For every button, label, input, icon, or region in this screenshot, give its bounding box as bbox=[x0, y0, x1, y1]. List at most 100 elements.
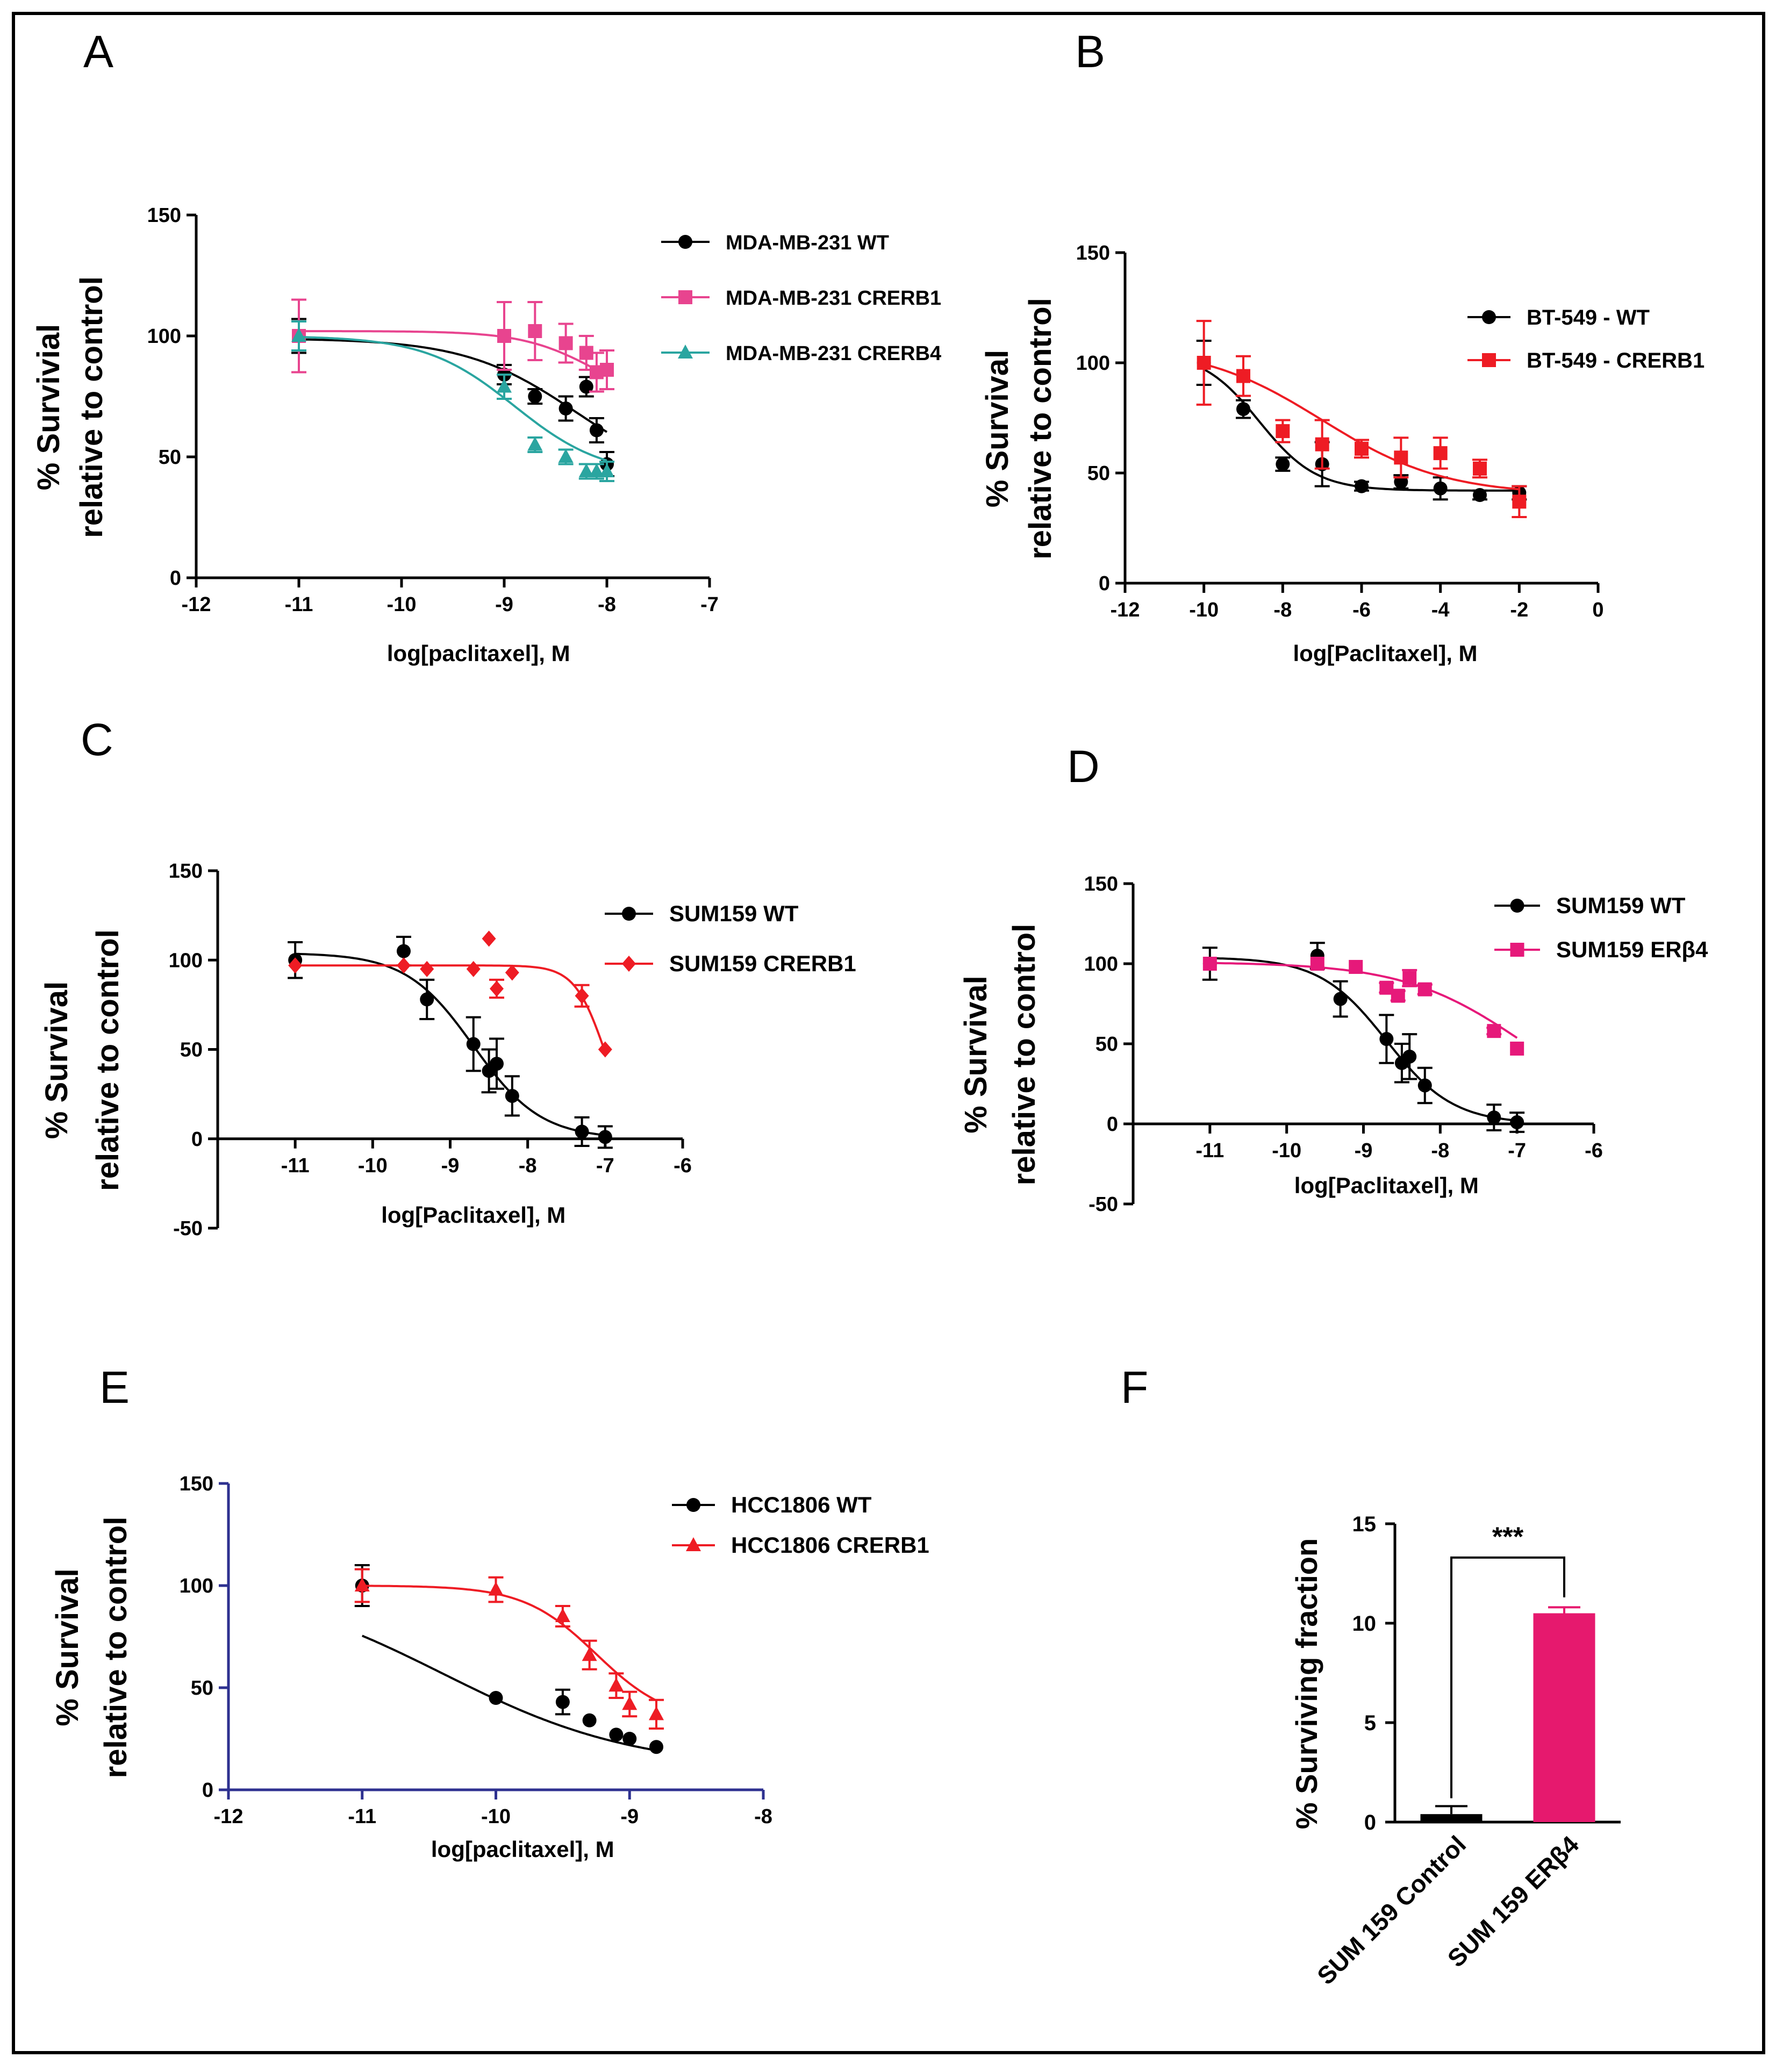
fit-curve bbox=[295, 952, 606, 1136]
data-point bbox=[420, 960, 434, 977]
fit-curve bbox=[362, 1585, 657, 1702]
x-tick-label: -9 bbox=[1355, 1139, 1373, 1162]
data-point bbox=[599, 463, 614, 477]
x-tick-label: -7 bbox=[596, 1155, 614, 1177]
y-axis-title-line: relative to control bbox=[90, 929, 125, 1191]
legend-label: SUM159 WT bbox=[1556, 893, 1686, 918]
data-point bbox=[1402, 971, 1417, 985]
data-point bbox=[582, 1647, 597, 1661]
fit-curve bbox=[295, 964, 606, 1053]
y-axis-title-line: % Survival bbox=[980, 350, 1015, 507]
x-tick-label: -8 bbox=[1273, 599, 1292, 621]
x-tick-label: -12 bbox=[1111, 599, 1140, 621]
data-point bbox=[555, 1608, 570, 1622]
bar bbox=[1420, 1814, 1483, 1822]
data-point bbox=[558, 402, 573, 415]
y-tick-label: 15 bbox=[1352, 1512, 1377, 1536]
data-point bbox=[1510, 1041, 1524, 1056]
data-point bbox=[288, 957, 303, 974]
data-point bbox=[1433, 481, 1448, 496]
legend-marker bbox=[622, 956, 636, 972]
fit-curve bbox=[1204, 363, 1520, 491]
data-point bbox=[1394, 450, 1408, 465]
x-axis-title: log[paclitaxel], M bbox=[431, 1837, 614, 1862]
legend-label: BT-549 - CRERB1 bbox=[1527, 349, 1705, 372]
data-point bbox=[1236, 369, 1250, 383]
significance-bracket bbox=[1450, 1556, 1565, 1798]
data-point bbox=[490, 980, 504, 997]
data-point bbox=[527, 436, 543, 451]
data-point bbox=[589, 423, 604, 438]
panel-letter-e: E bbox=[99, 1362, 130, 1413]
x-tick-label: -7 bbox=[700, 593, 719, 616]
fit-curve bbox=[361, 1634, 657, 1752]
data-point bbox=[1310, 957, 1324, 971]
x-tick-label: -4 bbox=[1431, 599, 1450, 621]
data-point bbox=[598, 1130, 612, 1144]
legend-marker bbox=[1482, 353, 1496, 367]
data-point bbox=[609, 1727, 624, 1742]
series-1 bbox=[1202, 942, 1525, 1133]
x-tick-label: -8 bbox=[1431, 1139, 1449, 1162]
fit-curve bbox=[1203, 368, 1520, 492]
legend-marker bbox=[678, 290, 692, 304]
legend-marker bbox=[678, 235, 692, 249]
data-point bbox=[1473, 461, 1487, 476]
data-point bbox=[1417, 982, 1432, 996]
data-point bbox=[1276, 424, 1290, 439]
data-point bbox=[397, 944, 411, 958]
legend-label: SUM159 ERβ4 bbox=[1556, 937, 1708, 962]
y-tick-label: 50 bbox=[191, 1677, 213, 1700]
y-tick-label: 0 bbox=[170, 567, 181, 590]
y-tick-label: 100 bbox=[1084, 953, 1118, 976]
legend-marker bbox=[1510, 943, 1524, 957]
data-point bbox=[1512, 494, 1527, 509]
data-point bbox=[1236, 402, 1250, 417]
data-point bbox=[579, 379, 593, 394]
significance-label: *** bbox=[1492, 1522, 1524, 1552]
x-tick-label: -11 bbox=[285, 593, 313, 616]
y-axis-title-line: relative to control bbox=[1007, 924, 1042, 1186]
fit-curve bbox=[1209, 957, 1517, 1122]
x-tick-label: -6 bbox=[674, 1155, 692, 1177]
x-tick-label: -8 bbox=[519, 1155, 537, 1177]
y-tick-label: 150 bbox=[1084, 873, 1118, 895]
data-point bbox=[505, 1088, 519, 1103]
y-axis-title-line: relative to control bbox=[74, 276, 109, 538]
x-tick-label: -8 bbox=[598, 593, 616, 616]
x-tick-label: -11 bbox=[1195, 1139, 1224, 1162]
y-tick-label: -50 bbox=[173, 1217, 203, 1240]
x-axis-title: log[paclitaxel], M bbox=[387, 641, 570, 666]
y-tick-label: 50 bbox=[1087, 462, 1110, 485]
y-tick-label: 50 bbox=[180, 1039, 203, 1062]
x-tick-label: -9 bbox=[495, 593, 513, 616]
data-point bbox=[622, 1732, 637, 1746]
data-point bbox=[575, 987, 589, 1004]
fit-curve bbox=[1209, 962, 1518, 1039]
x-tick-label: -11 bbox=[281, 1155, 310, 1177]
data-point bbox=[1202, 957, 1217, 971]
x-tick-label: -6 bbox=[1585, 1139, 1603, 1162]
data-point bbox=[291, 328, 306, 342]
legend-label: SUM159 WT bbox=[669, 901, 799, 926]
x-tick-label: -12 bbox=[182, 593, 211, 616]
data-point bbox=[649, 1706, 664, 1720]
x-tick-label: -9 bbox=[441, 1155, 460, 1177]
y-tick-label: 10 bbox=[1352, 1612, 1377, 1636]
y-tick-label: 100 bbox=[147, 325, 181, 348]
x-tick-label: -6 bbox=[1352, 599, 1371, 621]
y-axis-title-line: % Survival bbox=[958, 976, 993, 1133]
data-point bbox=[1433, 446, 1448, 461]
data-point bbox=[622, 1696, 638, 1710]
data-point bbox=[505, 964, 519, 981]
y-tick-label: -50 bbox=[1089, 1193, 1118, 1216]
legend-marker bbox=[1510, 899, 1524, 913]
panel-letter-b: B bbox=[1075, 26, 1105, 77]
data-point bbox=[420, 992, 434, 1007]
x-tick-label: -9 bbox=[620, 1805, 639, 1828]
legend-label: SUM159 CRERB1 bbox=[669, 951, 856, 976]
x-tick-label: -10 bbox=[1189, 599, 1219, 621]
x-tick-label: -10 bbox=[481, 1805, 511, 1828]
panel-letter-a: A bbox=[83, 26, 113, 77]
